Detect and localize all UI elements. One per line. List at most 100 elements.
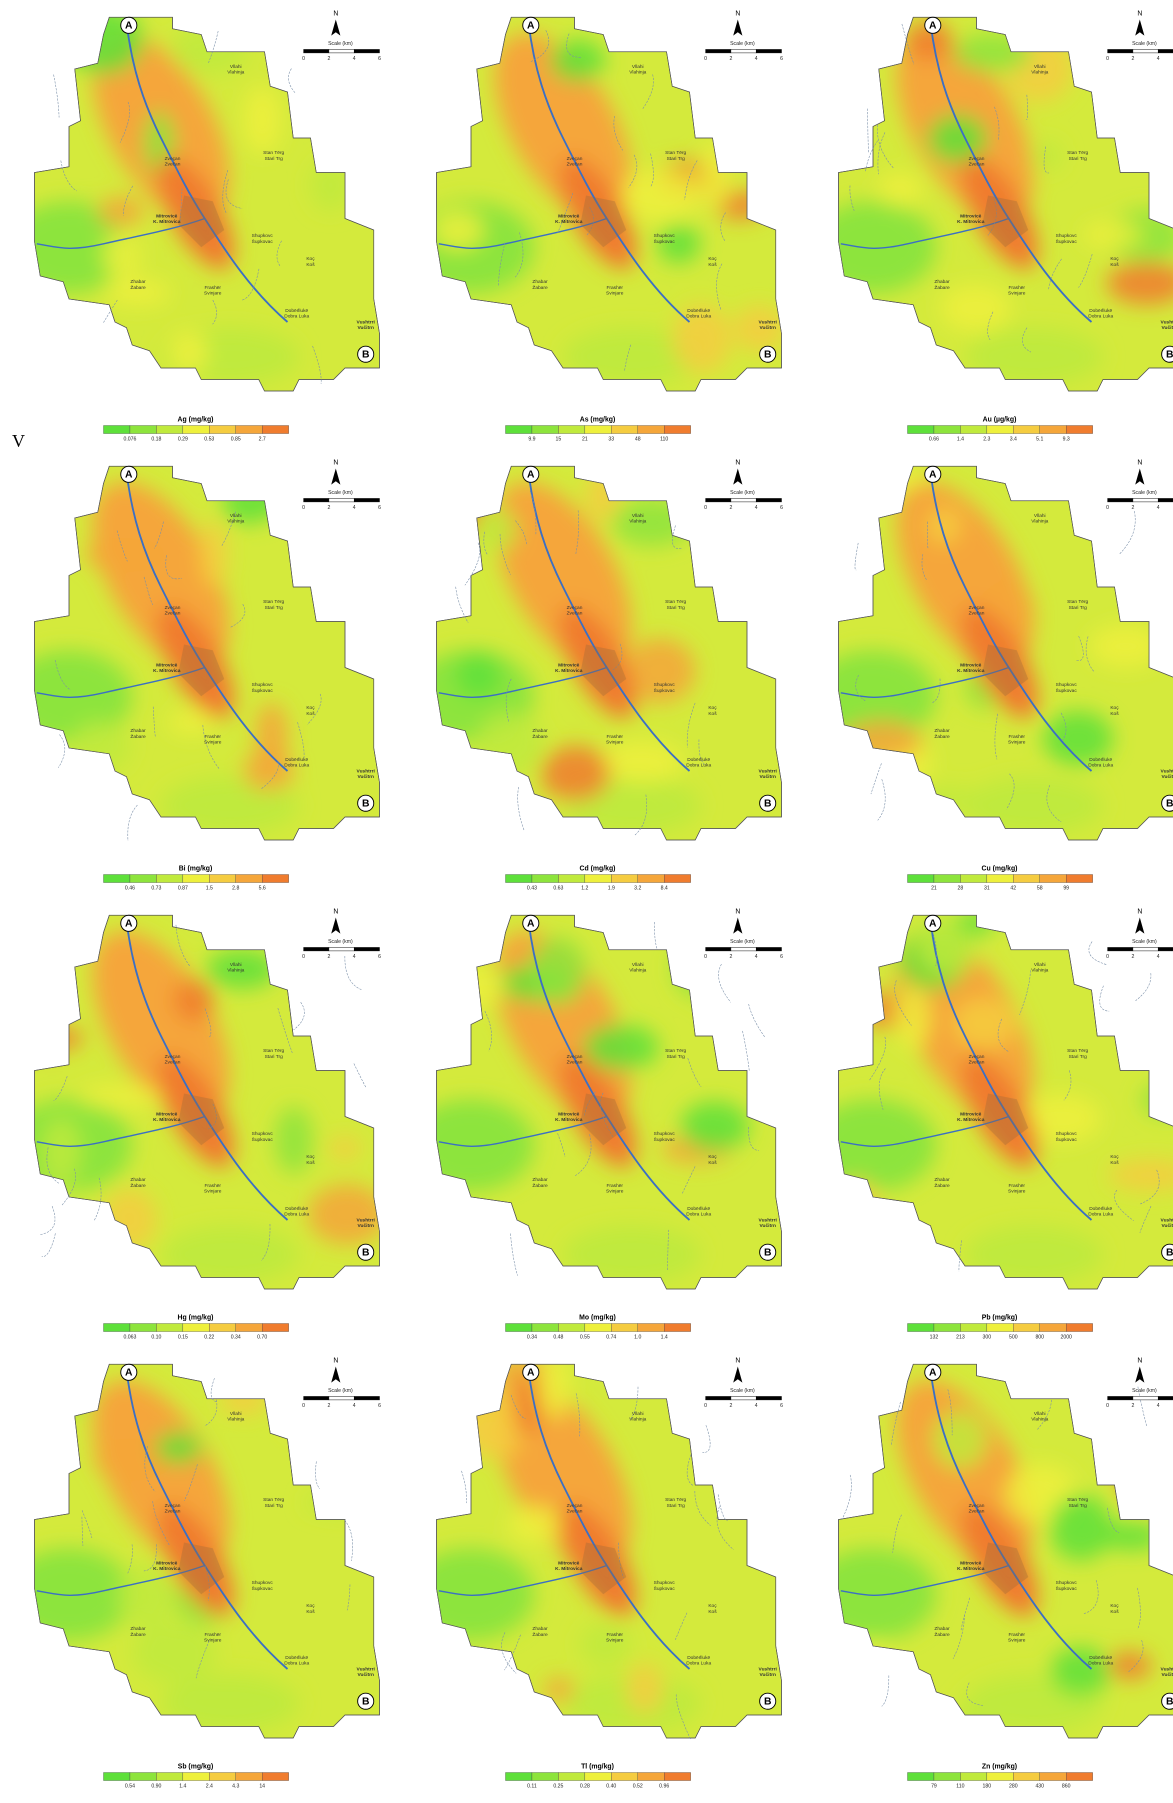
legend-bin <box>156 875 182 883</box>
section-point-label: B <box>362 350 369 361</box>
place-name-alt: K. Mitrovica <box>957 1566 985 1572</box>
stream <box>718 1494 728 1520</box>
legend-bin <box>262 426 288 434</box>
legend-bin <box>987 875 1013 883</box>
variation-zone <box>1050 1647 1111 1696</box>
north-arrow <box>733 1367 742 1383</box>
legend-tick-label: 1.5 <box>206 886 213 892</box>
north-label: N <box>1137 1358 1142 1365</box>
legend-tick-label: 3.2 <box>634 886 641 892</box>
place-name: Dobërllukë <box>285 757 308 763</box>
variation-zone <box>612 499 692 546</box>
place-name-alt: Koš <box>708 1609 717 1615</box>
map-panel: VllahiVlahinjaZveçanZvečanStan TërgStari… <box>408 460 783 892</box>
place-name: Koç <box>306 705 315 711</box>
scale-segment <box>1158 1396 1173 1399</box>
section-point-label: A <box>125 1368 133 1379</box>
legend-tick-label: 0.18 <box>151 437 161 443</box>
legend-bin <box>532 426 558 434</box>
legend-bin <box>558 875 584 883</box>
legend-tick-label: 2.7 <box>259 437 266 443</box>
legend-bin <box>664 426 690 434</box>
place-name-alt: Koš <box>708 262 717 268</box>
legend-tick-label: 0.70 <box>257 1335 267 1341</box>
place-name: Zveçan <box>969 1503 985 1509</box>
legend-bin <box>934 875 960 883</box>
place-name: Stan Tërg <box>1067 599 1088 605</box>
scale-segment <box>354 1396 379 1399</box>
legend-bin <box>236 426 262 434</box>
legend-title: Zn (mg/kg) <box>982 1764 1017 1771</box>
place-name: Mitrovicë <box>558 1111 579 1117</box>
variation-zone <box>1089 625 1163 667</box>
place-name-alt: Vučitrn <box>759 1672 775 1678</box>
legend-bin <box>908 426 934 434</box>
legend-tick-label: 28 <box>958 886 964 892</box>
legend-title: Bi (mg/kg) <box>179 866 213 873</box>
scale-tick-label: 4 <box>1157 1403 1160 1409</box>
legend-bin <box>532 1324 558 1332</box>
variation-zone <box>699 141 731 209</box>
legend-bin <box>1013 1773 1039 1781</box>
scale-segment <box>304 49 329 52</box>
legend-bin <box>506 1773 532 1781</box>
place-name: Mitrovicë <box>156 662 177 668</box>
stream <box>868 109 869 154</box>
north-label: N <box>735 460 740 467</box>
stream <box>54 75 60 118</box>
place-name-alt: Svinjare <box>1008 1638 1026 1644</box>
variation-zone <box>508 1506 565 1543</box>
legend-tick-label: 180 <box>983 1784 992 1790</box>
legend-bin <box>1040 875 1066 883</box>
legend-bin <box>611 875 637 883</box>
place-name: Koç <box>1110 705 1119 711</box>
legend-tick-label: 0.40 <box>606 1784 616 1790</box>
legend-bin <box>209 1773 235 1781</box>
legend-bin <box>156 1324 182 1332</box>
scale-segment <box>1108 947 1133 950</box>
low-zone <box>563 1226 701 1284</box>
scale-tick-label: 4 <box>353 954 356 960</box>
scale-segment <box>304 1396 329 1399</box>
section-point-label: A <box>125 21 133 32</box>
legend-title: Ag (mg/kg) <box>178 417 214 424</box>
legend-tick-label: 110 <box>956 1784 964 1790</box>
legend-tick-label: 1.4 <box>179 1784 186 1790</box>
scale-title: Scale (km) <box>730 490 755 496</box>
stream <box>749 1004 766 1038</box>
place-name: Frashër <box>606 1632 623 1638</box>
scale-segment <box>1133 1396 1158 1399</box>
place-name-alt: Zvečan <box>567 611 583 617</box>
legend-tick-label: 21 <box>582 437 588 443</box>
scale-segment <box>304 947 329 950</box>
place-name-alt: Dobra Luka <box>284 763 309 769</box>
place-name: Zveçan <box>567 605 583 611</box>
place-name: Koç <box>1110 1603 1119 1609</box>
legend-title: Au (µg/kg) <box>983 417 1017 424</box>
place-name: Dobërllukë <box>687 757 710 763</box>
north-label: N <box>333 460 338 467</box>
place-name-alt: Zvečan <box>969 1060 985 1066</box>
place-name: Vushtrri <box>357 1666 375 1672</box>
legend-tick-label: 5.6 <box>259 886 266 892</box>
place-name: Dobërllukë <box>285 1206 308 1212</box>
place-name: Frashër <box>1008 285 1025 291</box>
place-name-alt: Koš <box>306 1609 315 1615</box>
place-name: Koç <box>306 256 315 262</box>
legend-tick-label: 4.3 <box>232 1784 239 1790</box>
legend-bin <box>934 1324 960 1332</box>
scale-tick-label: 2 <box>327 1403 330 1409</box>
legend-tick-label: 0.52 <box>633 1784 643 1790</box>
scale-tick-label: 6 <box>780 56 783 62</box>
map-panel: VllahiVlahinjaZveçanZvečanStan TërgStari… <box>810 1358 1173 1790</box>
place-name: Mitrovicë <box>960 213 981 219</box>
section-point-label: B <box>1166 1697 1173 1708</box>
north-label: N <box>1137 909 1142 916</box>
legend-tick-label: 31 <box>984 886 990 892</box>
place-name: Stan Tërg <box>263 1048 284 1054</box>
legend-bin <box>558 1773 584 1781</box>
low-zone <box>810 1099 937 1191</box>
section-point-label: B <box>764 799 771 810</box>
variation-zone <box>173 979 214 1022</box>
section-point-label: B <box>764 1697 771 1708</box>
